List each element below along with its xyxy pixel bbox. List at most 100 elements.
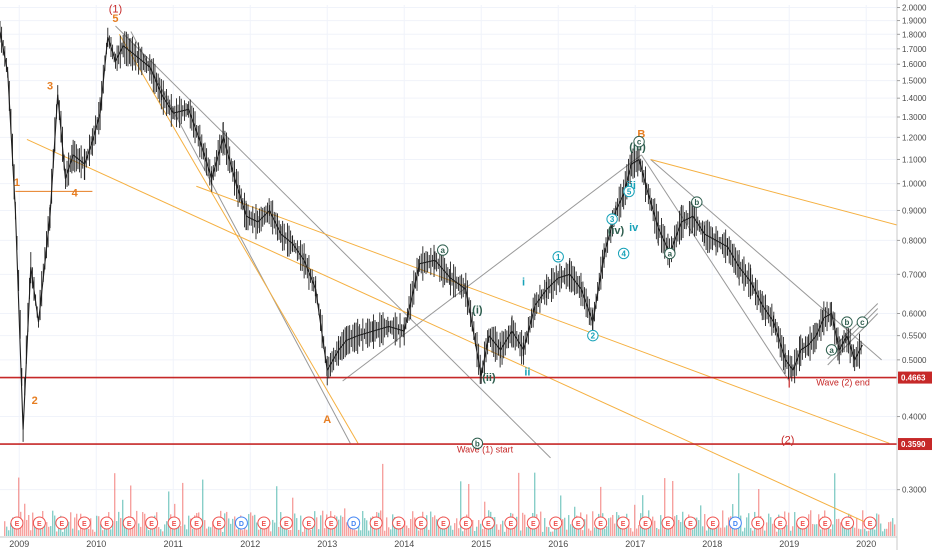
earnings-marker-label: E xyxy=(149,521,154,528)
volume-bar xyxy=(556,523,558,536)
volume-bar xyxy=(260,527,262,536)
wave-label: (iv) xyxy=(608,225,625,237)
trendline xyxy=(118,34,359,444)
volume-bar xyxy=(766,522,768,536)
wave-label: (2) xyxy=(781,434,794,446)
volume-bar xyxy=(98,516,100,536)
volume-bar xyxy=(26,519,28,536)
volume-bar xyxy=(592,511,594,536)
earnings-marker-label: E xyxy=(778,521,783,528)
volume-bar xyxy=(350,528,352,536)
volume-bar xyxy=(344,508,346,536)
grid xyxy=(0,5,897,536)
x-axis[interactable]: 2009 2010 2011 2012 2013 2014 2015 2016 2017 2018… xyxy=(0,536,897,549)
volume-bar xyxy=(894,524,896,536)
volume-bar xyxy=(742,531,744,536)
volume-bar xyxy=(836,519,838,536)
volume-bar xyxy=(582,530,584,536)
y-tick-label: 1.7000 xyxy=(902,45,927,54)
earnings-marker xyxy=(190,516,204,530)
volume-bar xyxy=(468,483,470,536)
volume-bar xyxy=(256,522,258,536)
volume-bar xyxy=(410,518,412,536)
volume-bar xyxy=(136,510,138,536)
volume-bar xyxy=(538,519,540,536)
volume-bar xyxy=(74,517,76,536)
volume-bar xyxy=(10,522,12,536)
volume-bar xyxy=(110,529,112,536)
volume-bar xyxy=(270,531,272,536)
earnings-marker xyxy=(77,516,91,530)
circled-label: 2 xyxy=(591,332,596,341)
volume-bar xyxy=(180,525,182,536)
volume-bar xyxy=(590,530,592,536)
volume-bar xyxy=(810,510,812,536)
earnings-marker xyxy=(347,516,361,530)
volume-bar xyxy=(302,531,304,536)
volume-bar xyxy=(664,478,666,536)
volume-bar xyxy=(496,524,498,536)
volume-bar xyxy=(534,472,536,536)
earnings-marker xyxy=(504,516,518,530)
volume-bar xyxy=(62,531,64,536)
volume-bar xyxy=(874,529,876,536)
volume-bar xyxy=(172,527,174,536)
volume-bar xyxy=(340,515,342,536)
earnings-marker xyxy=(571,516,585,530)
earnings-marker-label: E xyxy=(374,521,379,528)
price-level-label: 0.3590 xyxy=(901,440,926,449)
volume-bar xyxy=(148,530,150,536)
volume-bar xyxy=(32,512,34,536)
circled-label-ring xyxy=(623,185,635,198)
earnings-marker-label: E xyxy=(598,521,603,528)
volume-bar xyxy=(564,517,566,536)
wave-label: iii xyxy=(627,180,636,192)
earnings-marker xyxy=(594,516,608,530)
volume-bar xyxy=(642,495,644,536)
volume-bar xyxy=(604,528,606,536)
volume-bar xyxy=(428,529,430,536)
y-tick-label: 1.5000 xyxy=(902,77,927,86)
volume-bar xyxy=(856,517,858,536)
earnings-marker-label: E xyxy=(194,521,199,528)
volume-bar xyxy=(600,486,602,536)
volume-bar xyxy=(614,523,616,536)
volume-bar xyxy=(858,528,860,536)
volume-bar xyxy=(752,530,754,536)
volume-bar xyxy=(190,518,192,536)
circled-label-ring xyxy=(552,251,564,263)
annotation-text: Wave (1) start xyxy=(457,445,514,455)
y-axis[interactable]: 2.0000 1.9000 1.8000 1.7000 1.6000 1.5000 1.40… xyxy=(896,0,927,550)
wave-label: 3 xyxy=(47,80,53,92)
volume-bar xyxy=(478,520,480,536)
volume-bar xyxy=(250,512,252,536)
volume-bar xyxy=(516,516,518,536)
volume-bar xyxy=(628,519,630,536)
volume-bar xyxy=(338,519,340,536)
volume-bar xyxy=(152,524,154,536)
channel-line xyxy=(827,313,879,366)
volume-bar xyxy=(480,523,482,536)
circled-label-ring xyxy=(841,316,853,328)
earnings-marker xyxy=(122,516,136,530)
volume-bar xyxy=(786,525,788,536)
volume-bar xyxy=(832,524,834,536)
volume-bar xyxy=(404,520,406,536)
circled-label-ring xyxy=(691,196,703,208)
volume-bar xyxy=(840,522,842,536)
volume-bar xyxy=(46,522,48,536)
wave-label: (i) xyxy=(472,305,483,317)
volume-bar xyxy=(424,520,426,536)
y-tick-label: 1.6000 xyxy=(902,60,927,69)
earnings-marker-label: E xyxy=(509,521,514,528)
earnings-marker-label: E xyxy=(262,521,267,528)
volume-bar xyxy=(852,523,854,536)
volume-bar xyxy=(696,517,698,536)
volume-bar xyxy=(814,524,816,536)
volume-bar xyxy=(718,522,720,536)
circled-label: 4 xyxy=(621,249,626,258)
volume-bar xyxy=(586,514,588,536)
